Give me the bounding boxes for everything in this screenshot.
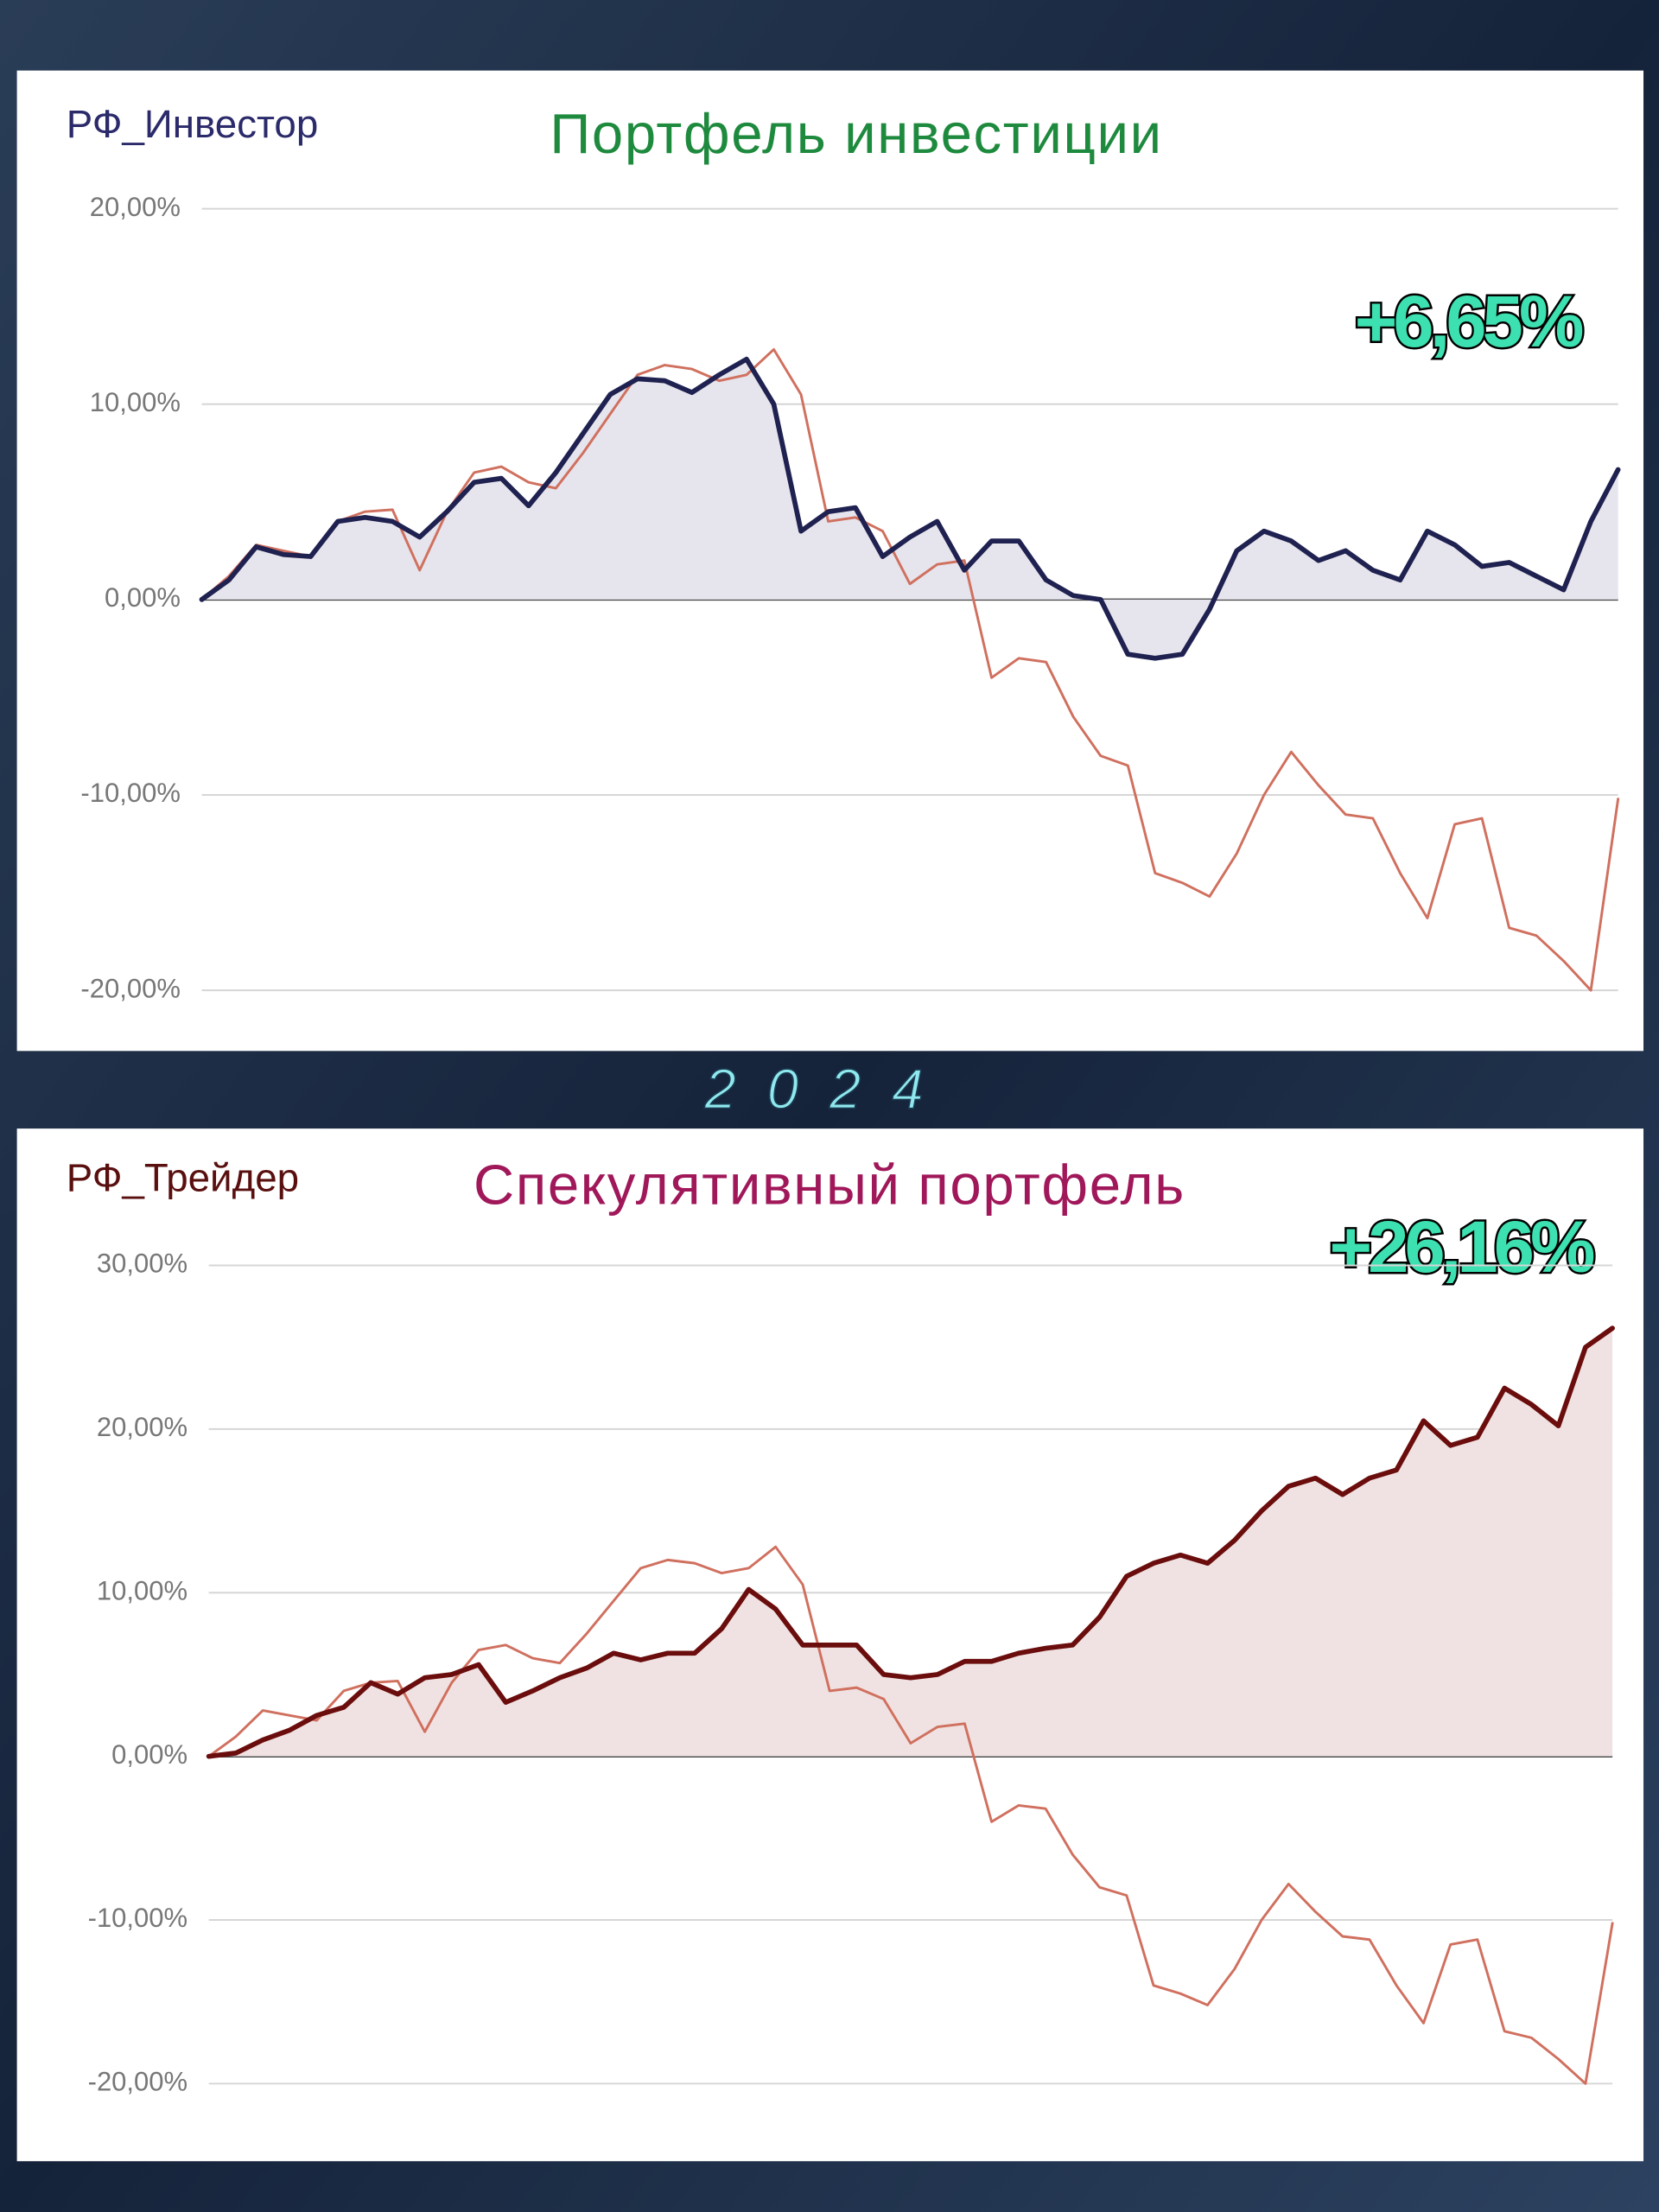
y-tick-label: 0,00% bbox=[105, 582, 181, 613]
line bbox=[200, 347, 1620, 992]
y-tick-label: -10,00% bbox=[80, 778, 181, 808]
line bbox=[206, 1325, 1615, 1759]
chart-subtitle: РФ_Трейдер bbox=[67, 1156, 299, 1200]
line bbox=[199, 356, 1621, 661]
area bbox=[208, 1328, 1613, 1757]
y-tick-label: 0,00% bbox=[111, 1739, 188, 1770]
chart-title: Спекулятивный портфель bbox=[474, 1154, 1185, 1217]
annotation: +6,65% bbox=[1355, 280, 1583, 362]
y-tick-label: 10,00% bbox=[90, 387, 181, 417]
y-tick-label: 20,00% bbox=[97, 1412, 188, 1442]
chart-subtitle: РФ_Инвестор bbox=[67, 102, 319, 146]
area bbox=[201, 359, 1618, 658]
y-tick-label: 10,00% bbox=[97, 1575, 188, 1605]
y-tick-label: 30,00% bbox=[97, 1249, 188, 1279]
y-tick-label: 20,00% bbox=[90, 192, 181, 222]
year-caption: 2024 bbox=[704, 1058, 955, 1121]
line bbox=[207, 1545, 1614, 2085]
y-tick-label: -10,00% bbox=[88, 1903, 188, 1933]
annotation: +26,16% bbox=[1329, 1205, 1594, 1287]
chart-title: Портфель инвестиции bbox=[550, 102, 1162, 165]
y-tick-label: -20,00% bbox=[80, 973, 181, 1003]
y-tick-label: -20,00% bbox=[88, 2067, 188, 2097]
